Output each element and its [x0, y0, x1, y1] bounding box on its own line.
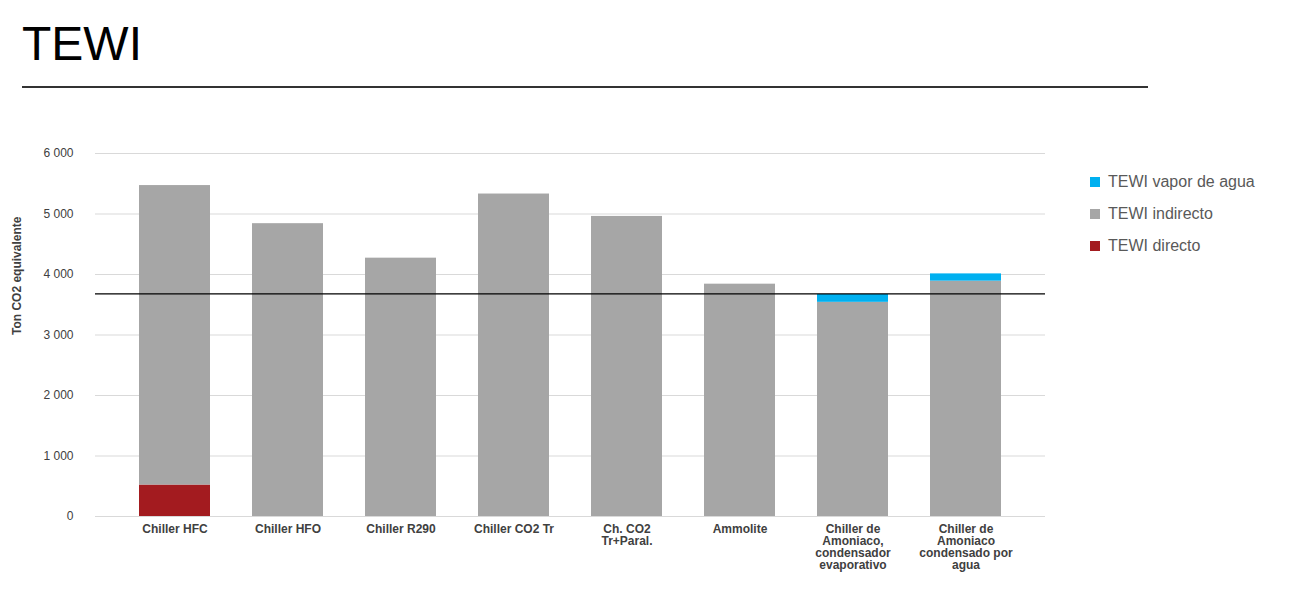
svg-text:5 000: 5 000: [43, 207, 73, 221]
svg-text:Chiller deAmoniaco,condensador: Chiller deAmoniaco,condensadorevaporativ…: [815, 522, 891, 572]
svg-text:1 000: 1 000: [43, 449, 73, 463]
svg-text:Chiller CO2 Tr: Chiller CO2 Tr: [474, 522, 554, 536]
html-text:TEWI indirecto: TEWI indirecto: [1108, 205, 1213, 222]
svg-text:Ammolite: Ammolite: [713, 522, 768, 536]
svg-text:6 000: 6 000: [43, 146, 73, 160]
svg-text:4 000: 4 000: [43, 267, 73, 281]
svg-text:Chiller R290: Chiller R290: [366, 522, 436, 536]
html-text:TEWI vapor de agua: TEWI vapor de agua: [1108, 173, 1255, 190]
html-text:TEWI directo: TEWI directo: [1108, 237, 1201, 254]
svg-text:Ton CO2 equivalente: Ton CO2 equivalente: [10, 216, 24, 335]
svg-text:Chiller deAmoniacocondensado p: Chiller deAmoniacocondensado poragua: [919, 522, 1013, 572]
svg-text:2 000: 2 000: [43, 388, 73, 402]
svg-text:Chiller HFC: Chiller HFC: [142, 522, 208, 536]
svg-text:Chiller HFO: Chiller HFO: [255, 522, 321, 536]
svg-text:Ch. CO2Tr+Paral.: Ch. CO2Tr+Paral.: [601, 522, 652, 548]
svg-text:0: 0: [67, 509, 74, 523]
svg-text:3 000: 3 000: [43, 328, 73, 342]
html-text:TEWI: TEWI: [22, 17, 142, 70]
